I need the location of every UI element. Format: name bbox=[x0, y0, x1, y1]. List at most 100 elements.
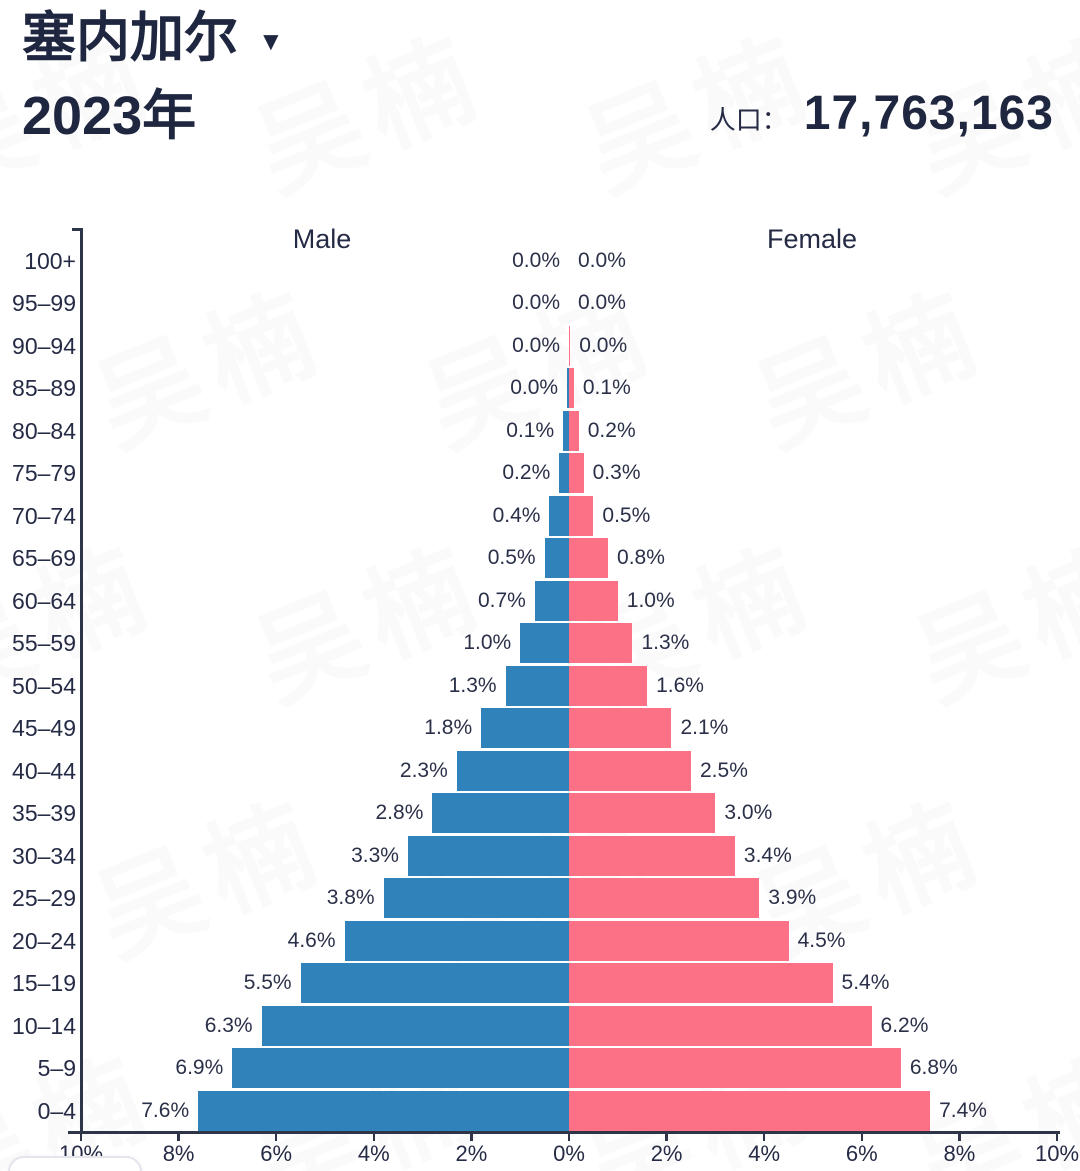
male-bar bbox=[198, 1090, 569, 1131]
male-bar bbox=[232, 1048, 569, 1088]
male-bar bbox=[383, 878, 569, 918]
male-value-label: 1.0% bbox=[463, 631, 512, 654]
x-axis-tick-label: 8% bbox=[162, 1141, 195, 1166]
age-axis-label: 90–94 bbox=[12, 332, 76, 359]
male-bar bbox=[407, 835, 569, 876]
female-bar bbox=[569, 708, 672, 748]
x-axis-tick bbox=[274, 1132, 278, 1141]
year-title: 2023年 bbox=[22, 86, 197, 146]
x-axis-tick bbox=[372, 1132, 376, 1141]
x-axis-tick-label: 0% bbox=[553, 1141, 585, 1166]
age-axis-label: 75–79 bbox=[12, 460, 76, 486]
female-column-header: Female bbox=[766, 224, 858, 254]
female-value-label: 0.3% bbox=[592, 461, 641, 484]
female-value-label: 3.0% bbox=[724, 801, 773, 824]
x-axis-tick-label: 4% bbox=[357, 1141, 390, 1166]
female-value-label: 1.3% bbox=[641, 631, 690, 654]
age-axis-label: 55–59 bbox=[12, 630, 76, 656]
population-value: 17,763,163 bbox=[803, 87, 1054, 140]
x-axis-line bbox=[68, 1131, 1060, 1134]
age-axis-label: 20–24 bbox=[12, 927, 76, 954]
country-dropdown-icon[interactable]: ▼ bbox=[258, 25, 284, 56]
x-axis-tick bbox=[860, 1132, 864, 1141]
female-value-label: 2.5% bbox=[700, 758, 748, 782]
female-bar bbox=[569, 878, 760, 918]
female-value-label: 0.5% bbox=[602, 503, 651, 527]
y-axis-line bbox=[80, 228, 83, 1133]
male-bar bbox=[563, 410, 569, 451]
male-bar bbox=[559, 453, 569, 493]
x-axis-tick bbox=[177, 1132, 180, 1141]
female-bar bbox=[569, 793, 716, 833]
age-axis-label: 30–34 bbox=[12, 842, 76, 869]
male-bar bbox=[344, 920, 569, 961]
female-bar bbox=[569, 410, 579, 451]
male-value-label: 0.0% bbox=[512, 333, 560, 357]
age-axis-label: 10–14 bbox=[12, 1012, 76, 1039]
x-axis-tick bbox=[762, 1132, 766, 1141]
male-bar bbox=[520, 623, 569, 663]
male-value-label: 0.7% bbox=[477, 588, 526, 612]
x-axis-tick bbox=[79, 1132, 83, 1141]
male-value-label: 0.1% bbox=[506, 418, 555, 442]
cutoff-corner-card bbox=[8, 1156, 142, 1171]
male-value-label: 6.9% bbox=[175, 1056, 224, 1079]
age-axis-label: 40–44 bbox=[12, 757, 76, 784]
male-bar bbox=[549, 495, 569, 536]
female-bar bbox=[569, 495, 594, 536]
male-value-label: 0.2% bbox=[502, 461, 551, 484]
male-value-label: 3.3% bbox=[351, 843, 399, 867]
watermark-text: 吴楠 bbox=[900, 526, 1080, 723]
age-axis-label: 15–19 bbox=[12, 970, 76, 996]
female-bar bbox=[569, 1005, 872, 1046]
male-value-label: 3.8% bbox=[326, 886, 375, 909]
male-value-label: 0.0% bbox=[512, 248, 560, 272]
female-bar bbox=[569, 835, 735, 876]
male-bar bbox=[481, 708, 569, 748]
age-axis-label: 80–84 bbox=[12, 417, 76, 444]
female-bar bbox=[569, 750, 691, 791]
age-axis-label: 5–9 bbox=[37, 1055, 76, 1081]
male-value-label: 0.4% bbox=[492, 503, 541, 527]
x-axis-tick-label: 8% bbox=[943, 1141, 976, 1166]
age-axis-label: 0–4 bbox=[37, 1097, 76, 1124]
x-axis-tick bbox=[567, 1132, 571, 1141]
age-axis-label: 50–54 bbox=[12, 672, 76, 699]
country-title[interactable]: 塞内加尔 bbox=[22, 8, 238, 68]
x-axis-tick bbox=[958, 1132, 961, 1141]
female-bar bbox=[569, 920, 789, 961]
female-value-label: 3.4% bbox=[743, 843, 792, 867]
female-value-label: 0.8% bbox=[617, 546, 665, 569]
male-value-label: 2.8% bbox=[375, 801, 424, 824]
male-value-label: 4.6% bbox=[287, 928, 336, 952]
population-readout: 人口： 17,763,163 bbox=[710, 86, 1054, 141]
female-bar bbox=[569, 368, 574, 408]
x-axis-tick bbox=[1055, 1132, 1059, 1141]
male-value-label: 1.3% bbox=[448, 673, 497, 697]
female-bar bbox=[569, 453, 584, 493]
female-value-label: 3.9% bbox=[768, 886, 817, 909]
country-selector[interactable]: 塞内加尔 ▼ bbox=[22, 6, 284, 71]
age-axis-label: 100+ bbox=[24, 247, 76, 274]
age-axis-label: 65–69 bbox=[12, 545, 76, 571]
male-bar bbox=[432, 793, 569, 833]
male-value-label: 6.3% bbox=[204, 1013, 253, 1037]
male-bar bbox=[300, 963, 569, 1003]
female-bar bbox=[569, 538, 609, 578]
female-value-label: 0.1% bbox=[582, 376, 631, 399]
male-value-label: 0.5% bbox=[487, 546, 536, 569]
female-bar bbox=[569, 665, 648, 706]
female-value-label: 6.8% bbox=[909, 1056, 958, 1079]
x-axis-tick-label: 4% bbox=[748, 1141, 781, 1166]
female-bar bbox=[569, 1048, 901, 1088]
female-value-label: 0.0% bbox=[578, 291, 626, 314]
x-axis-tick-label: 10% bbox=[1034, 1141, 1080, 1166]
female-bar bbox=[569, 963, 833, 1003]
age-axis-label: 60–64 bbox=[12, 587, 76, 614]
female-bar bbox=[569, 1090, 931, 1131]
male-bar bbox=[567, 368, 569, 408]
female-value-label: 6.2% bbox=[880, 1013, 929, 1037]
male-bar bbox=[505, 665, 569, 706]
x-axis-tick-label: 6% bbox=[845, 1141, 878, 1166]
male-bar bbox=[544, 538, 569, 578]
